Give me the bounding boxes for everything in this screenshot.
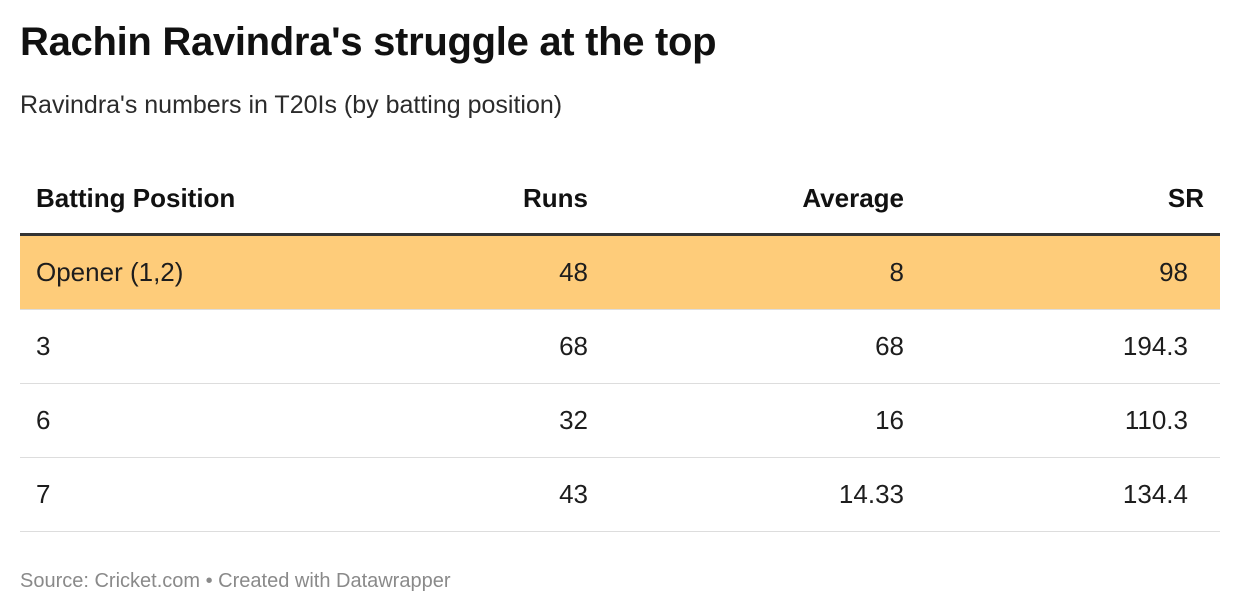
cell-sr: 194.3 [1122, 331, 1188, 361]
stats-table: Batting Position Runs Average SR Opener … [20, 160, 1220, 532]
cell-runs: 48 [559, 257, 588, 287]
header-batting-position[interactable]: Batting Position [36, 183, 236, 213]
table-row: Opener (1,2) 48 8 98 [20, 236, 1220, 310]
cell-batting-position: 6 [36, 405, 51, 435]
header-average[interactable]: Average [802, 183, 904, 213]
cell-batting-position: Opener (1,2) [36, 257, 184, 287]
cell-runs: 32 [559, 405, 588, 435]
header-sr[interactable]: SR [1167, 183, 1204, 213]
cell-average: 14.33 [838, 479, 904, 509]
table-row: 7 43 14.33 134.4 [20, 458, 1220, 532]
cell-average: 16 [875, 405, 904, 435]
cell-runs: 68 [559, 331, 588, 361]
table-row: 6 32 16 110.3 [20, 384, 1220, 458]
cell-batting-position: 7 [36, 479, 51, 509]
cell-batting-position: 3 [36, 331, 51, 361]
cell-sr: 110.3 [1124, 405, 1188, 435]
header-runs[interactable]: Runs [523, 183, 588, 213]
chart-subtitle: Ravindra's numbers in T20Is (by batting … [20, 91, 563, 119]
cell-average: 8 [889, 257, 904, 287]
cell-average: 68 [875, 331, 904, 361]
chart-title: Rachin Ravindra's struggle at the top [20, 20, 717, 64]
table-row: 3 68 68 194.3 [20, 310, 1220, 384]
cell-sr: 134.4 [1122, 479, 1188, 509]
cell-sr: 98 [1159, 257, 1188, 287]
table-header-row: Batting Position Runs Average SR [20, 160, 1220, 236]
source-footer: Source: Cricket.com • Created with Dataw… [20, 570, 451, 592]
cell-runs: 43 [559, 479, 588, 509]
